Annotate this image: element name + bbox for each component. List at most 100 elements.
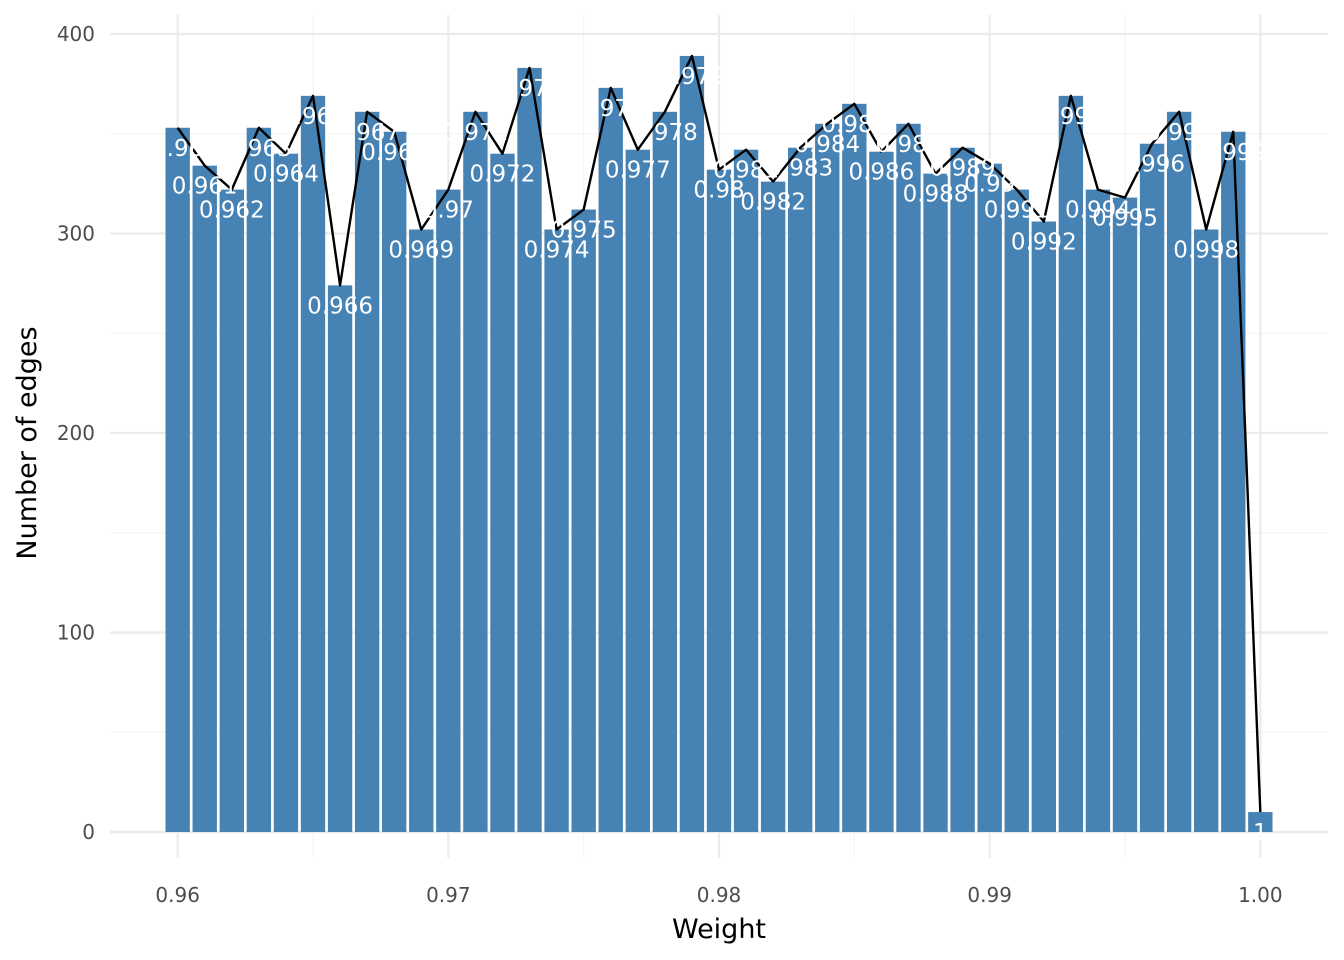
- bar-value-label: 0.985: [821, 112, 887, 138]
- bar: [788, 147, 813, 833]
- bar-value-label: 0.964: [253, 162, 319, 188]
- bar: [598, 87, 623, 833]
- bar-value-label: 0.978: [632, 120, 698, 146]
- x-tick-label: 0.99: [967, 883, 1012, 907]
- bar-value-label: 0.999: [1200, 140, 1266, 166]
- bar-value-label: 0.981: [713, 158, 779, 184]
- bar-value-label: 0.989: [930, 156, 996, 182]
- bar-value-label: 0.975: [551, 218, 617, 244]
- bar-value-label: 0.96: [152, 136, 203, 162]
- bar: [354, 111, 380, 833]
- y-tick-label: 400: [57, 22, 95, 46]
- bar: [165, 127, 190, 832]
- bar-value-label: 0.974: [524, 238, 590, 264]
- y-tick-label: 200: [57, 421, 95, 445]
- bar: [517, 67, 542, 833]
- bar: [246, 127, 272, 832]
- bar: [1166, 111, 1192, 833]
- bar-value-label: 0.992: [1011, 230, 1077, 256]
- bar-value-label: 1: [1253, 820, 1268, 846]
- bar-value-label: 0.973: [497, 76, 563, 102]
- bar-value-label: 0.987: [876, 132, 942, 158]
- bar-value-label: 0.983: [767, 156, 833, 182]
- bar: [679, 55, 705, 832]
- bar: [1004, 189, 1029, 833]
- y-tick-label: 0: [82, 820, 95, 844]
- bar: [842, 103, 867, 832]
- x-tick-label: 0.98: [697, 883, 742, 907]
- bar: [1139, 143, 1165, 833]
- bar-value-label: 0.986: [848, 160, 914, 186]
- bar-value-label: 0.995: [1092, 206, 1158, 232]
- bar: [1085, 189, 1111, 833]
- bar-value-label: 0.994: [1065, 198, 1131, 224]
- bar: [625, 149, 650, 832]
- bar: [219, 189, 244, 833]
- bar-value-label: 0.993: [1038, 104, 1104, 130]
- bar: [436, 189, 461, 833]
- x-tick-label: 1.00: [1238, 883, 1283, 907]
- bar: [950, 147, 975, 833]
- bar: [1058, 95, 1084, 833]
- bar-label-layer: 0.960.9610.9620.9630.9640.9650.9660.9670…: [152, 64, 1268, 846]
- bar: [706, 169, 732, 832]
- bar-value-label: 0.967: [334, 120, 400, 146]
- bar: [1194, 229, 1219, 832]
- bar: [733, 149, 759, 832]
- axis-layer: 0.96 0.97 0.98 0.99 1.00 0 100 200 300 400: [57, 22, 1283, 907]
- bar: [1248, 812, 1273, 832]
- bar-value-label: 0.972: [470, 162, 536, 188]
- bar: [1221, 131, 1246, 832]
- bar: [382, 131, 407, 832]
- bar-value-label: 0.996: [1119, 152, 1185, 178]
- bar: [1031, 221, 1056, 832]
- bar: [923, 173, 948, 832]
- bar-value-label: 0.988: [903, 182, 969, 208]
- bar-value-label: 0.971: [442, 120, 508, 146]
- bar: [760, 181, 786, 832]
- bar-value-label: 0.97: [423, 198, 474, 224]
- bar-value-label: 0.963: [226, 136, 292, 162]
- bar-value-label: 0.991: [984, 198, 1050, 224]
- bar-layer: [165, 55, 1273, 833]
- bar: [192, 165, 217, 833]
- bar: [409, 229, 434, 832]
- x-tick-label: 0.96: [155, 883, 200, 907]
- y-axis-title: Number of edges: [12, 326, 43, 559]
- bar-value-label: 0.962: [199, 198, 265, 224]
- y-tick-label: 100: [57, 621, 95, 645]
- bar: [300, 95, 326, 833]
- bar: [273, 153, 299, 832]
- line-layer: [176, 54, 1262, 813]
- bar: [463, 111, 488, 833]
- bar-value-label: 0.977: [605, 158, 671, 184]
- x-axis-title: Weight: [672, 914, 766, 945]
- bar: [977, 163, 1002, 833]
- bar-value-label: 0.965: [280, 104, 346, 130]
- bar-value-label: 0.961: [172, 174, 238, 200]
- bar: [571, 209, 596, 832]
- bar: [652, 111, 678, 833]
- bar: [896, 123, 921, 832]
- bar: [815, 123, 840, 832]
- bar-value-label: 0.976: [578, 96, 644, 122]
- bar-value-label: 0.99: [964, 172, 1015, 198]
- bar-value-label: 0.982: [740, 190, 806, 216]
- bar: [544, 229, 569, 832]
- bar: [869, 151, 894, 832]
- bar-value-label: 0.969: [388, 238, 454, 264]
- bar-value-label: 0.968: [361, 140, 427, 166]
- bar: [327, 285, 353, 832]
- bar: [490, 153, 515, 832]
- bar-value-label: 0.979: [659, 64, 725, 90]
- bar-value-label: 0.98: [693, 178, 744, 204]
- bar: [1112, 197, 1138, 833]
- bar-value-label: 0.997: [1146, 120, 1212, 146]
- trend-line: [176, 54, 1262, 813]
- bar-value-label: 0.998: [1173, 238, 1239, 264]
- x-tick-label: 0.97: [426, 883, 471, 907]
- y-tick-label: 300: [57, 222, 95, 246]
- bar-value-label: 0.984: [794, 132, 860, 158]
- bar-value-label: 0.966: [307, 293, 373, 319]
